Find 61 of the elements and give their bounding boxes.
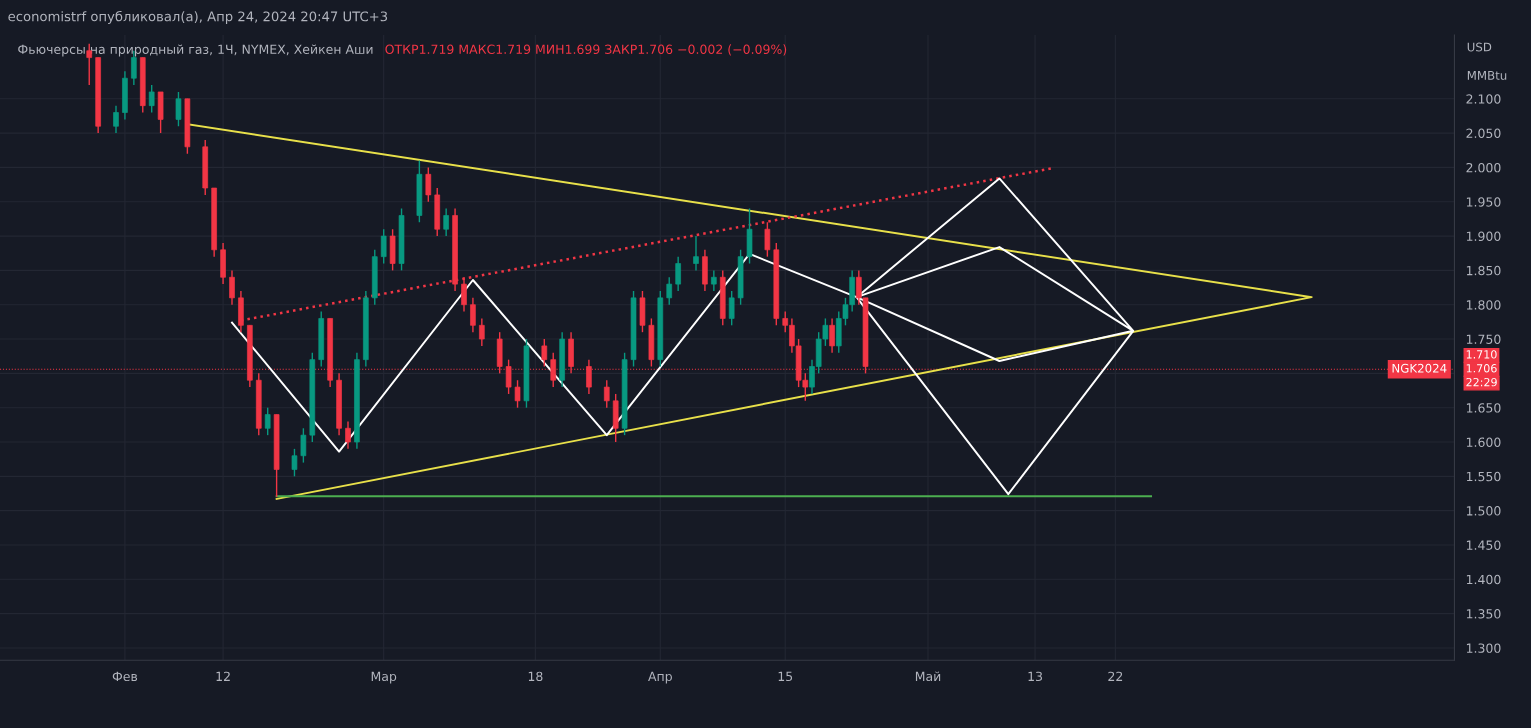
candlestick — [229, 269, 235, 306]
candlestick — [148, 84, 155, 114]
candlestick — [470, 297, 476, 333]
y-tick-label: 1.750 — [1466, 334, 1501, 344]
candlestick — [728, 290, 735, 327]
candlestick — [479, 317, 485, 347]
text: MMBtu — [1467, 71, 1507, 80]
text: 1.710 — [1466, 350, 1497, 359]
x-tick-label: Апр — [648, 671, 672, 684]
y-tick-label: 1.800 — [1466, 300, 1501, 310]
candlestick — [666, 276, 673, 306]
candlestick — [829, 317, 835, 354]
candlestick — [541, 338, 548, 368]
y-tick-label: 1.500 — [1466, 506, 1501, 516]
chart-subtitle: economistrf опубликовал(а), Апр 24, 2024 20:47 UTC+3 — [8, 10, 388, 24]
text: USD — [1467, 42, 1492, 52]
x-tick-label: Мар — [371, 671, 397, 684]
y-tick-label: 1.300 — [1466, 643, 1501, 653]
text: 1.706 — [1466, 364, 1497, 373]
annotation: ОТКР1.719 МАКС1.719 МИН1.699 ЗАКР1.706 −0.002 (−0.09%) — [385, 44, 787, 56]
candlestick — [86, 43, 93, 86]
candlestick — [264, 406, 271, 436]
y-tick-label: 1.450 — [1466, 540, 1501, 550]
x-tick-label: Май — [915, 671, 941, 682]
candlestick — [764, 221, 771, 258]
candlestick — [603, 379, 610, 409]
y-tick-label: 2.050 — [1466, 128, 1501, 139]
candlestick — [380, 228, 387, 265]
y-tick-label: 1.850 — [1466, 265, 1501, 276]
y-tick-label: 1.600 — [1466, 437, 1501, 447]
candlestick — [675, 255, 681, 292]
line-series — [231, 177, 1135, 496]
candlestick — [425, 166, 432, 203]
y-tick-label: 2.000 — [1466, 162, 1501, 173]
x-tick-label: 12 — [216, 671, 230, 681]
candlestick — [693, 235, 699, 272]
candlestick — [113, 104, 119, 134]
text: 22:29 — [1466, 377, 1497, 387]
y-tick-label: 1.650 — [1466, 403, 1501, 413]
x-tick-label: 15 — [778, 671, 793, 682]
y-tick-label: 2.100 — [1466, 94, 1501, 104]
text: Фьючерсы на природный газ, 1Ч, NYMEX, Хейкен Аши — [18, 44, 373, 57]
ref-line-label: NGK2024 — [1392, 363, 1447, 373]
candlestick — [514, 379, 521, 409]
candlestick — [345, 420, 351, 450]
candlestick — [711, 269, 717, 292]
x-tick-label: 22 — [1108, 671, 1123, 681]
x-tick-label: Фев — [112, 671, 138, 682]
candlestick — [550, 352, 557, 388]
y-tick-label: 1.400 — [1466, 574, 1501, 585]
y-tick-label: 1.550 — [1466, 471, 1501, 482]
x-tick-label: 18 — [528, 671, 543, 682]
candlestick — [461, 276, 467, 313]
candlestick — [291, 448, 298, 478]
x-tick-label: 13 — [1028, 671, 1043, 682]
y-tick-label: 1.900 — [1466, 231, 1501, 241]
candlestick — [300, 427, 307, 464]
y-tick-label: 1.950 — [1466, 197, 1501, 207]
y-tick-label: 1.350 — [1466, 609, 1501, 619]
candlestick — [175, 91, 182, 127]
candlestick — [443, 207, 449, 237]
